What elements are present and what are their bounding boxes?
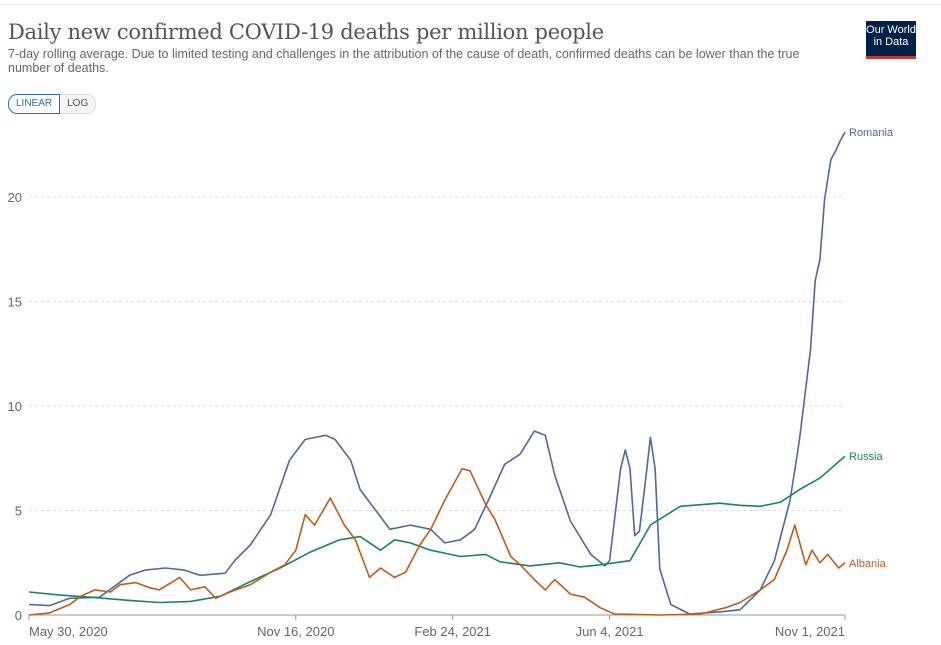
scale-toggle: LINEAR LOG [8, 94, 97, 114]
series-label-albania: Albania [849, 558, 887, 570]
y-tick-label: 10 [8, 399, 22, 414]
series-line-romania [28, 131, 846, 615]
x-tick-label: Nov 16, 2020 [257, 624, 334, 639]
owid-logo[interactable]: Our World in Data [866, 21, 916, 59]
series-line-albania [28, 467, 846, 616]
log-button[interactable]: LOG [60, 94, 97, 114]
x-tick-label: Jun 4, 2021 [576, 624, 644, 639]
y-tick-label: 0 [15, 608, 22, 623]
chart-subtitle: 7-day rolling average. Due to limited te… [8, 47, 800, 75]
series-label-romania: Romania [849, 127, 894, 139]
y-tick-label: 15 [8, 295, 22, 310]
x-tick-label: May 30, 2020 [29, 624, 108, 639]
chart-title: Daily new confirmed COVID-19 deaths per … [8, 20, 604, 44]
x-tick-label: Feb 24, 2021 [414, 624, 491, 639]
series-label-russia: Russia [849, 451, 884, 463]
y-tick-label: 20 [8, 190, 22, 205]
linear-button[interactable]: LINEAR [8, 94, 61, 114]
x-tick-label: Nov 1, 2021 [775, 624, 845, 639]
y-tick-label: 5 [15, 504, 22, 519]
top-divider [0, 4, 941, 5]
series-line-russia [28, 455, 846, 604]
